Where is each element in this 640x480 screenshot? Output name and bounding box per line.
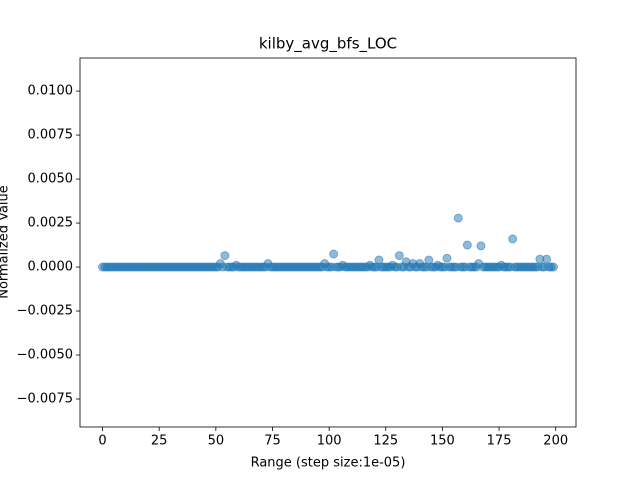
point bbox=[329, 249, 339, 259]
x-tick-label: 50 bbox=[208, 434, 225, 449]
y-tick-label: 0.0025 bbox=[28, 216, 74, 231]
point bbox=[476, 241, 486, 251]
point bbox=[548, 262, 558, 272]
y-tick-label: 0.0100 bbox=[28, 84, 74, 99]
point bbox=[462, 240, 472, 250]
x-tick-label: 0 bbox=[98, 434, 106, 449]
x-tick-label: 100 bbox=[317, 434, 342, 449]
x-tick-label: 175 bbox=[487, 434, 512, 449]
x-tick-label: 25 bbox=[151, 434, 168, 449]
plot-frame bbox=[79, 57, 577, 428]
x-axis-label: Range (step size:1e-05) bbox=[251, 456, 406, 471]
x-tick-label: 150 bbox=[430, 434, 455, 449]
point bbox=[542, 254, 552, 264]
point bbox=[453, 213, 463, 223]
y-tick-label: −0.0025 bbox=[17, 304, 73, 319]
chart-title: kilby_avg_bfs_LOC bbox=[259, 35, 397, 54]
y-tick-label: 0.0075 bbox=[28, 128, 74, 143]
x-tick-label: 200 bbox=[543, 434, 568, 449]
y-axis-label: Normalized Value bbox=[0, 185, 12, 299]
x-tick-label: 75 bbox=[264, 434, 281, 449]
y-tick-label: 0.0050 bbox=[28, 172, 74, 187]
point bbox=[394, 251, 404, 261]
point bbox=[220, 251, 230, 261]
point bbox=[508, 234, 518, 244]
y-tick-label: −0.0075 bbox=[17, 392, 73, 407]
x-tick-label: 125 bbox=[373, 434, 398, 449]
y-tick-label: 0.0000 bbox=[28, 260, 74, 275]
point bbox=[442, 253, 452, 263]
y-tick-label: −0.0050 bbox=[17, 348, 73, 363]
